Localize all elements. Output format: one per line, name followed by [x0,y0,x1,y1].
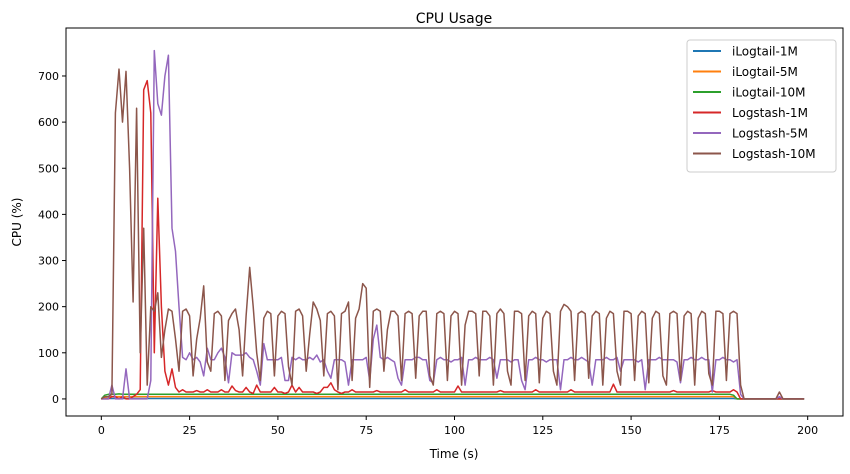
legend-label: Logstash-10M [732,147,816,161]
legend-label: iLogtail-5M [732,65,798,79]
y-tick-label: 500 [38,162,59,175]
y-tick-label: 0 [52,393,59,406]
x-tick-label: 150 [621,424,642,437]
x-tick-label: 75 [359,424,373,437]
x-tick-label: 25 [183,424,197,437]
x-axis: 0 25 50 75 100 125 150 175 200 [98,416,818,437]
y-tick-label: 400 [38,208,59,221]
x-tick-label: 50 [271,424,285,437]
y-axis: 0 100 200 300 400 500 600 700 [38,70,66,406]
x-tick-label: 200 [797,424,818,437]
legend-label: Logstash-1M [732,106,808,120]
legend-label: Logstash-5M [732,127,808,141]
y-tick-label: 100 [38,347,59,360]
y-tick-label: 300 [38,255,59,268]
legend-label: iLogtail-1M [732,45,798,59]
y-tick-label: 600 [38,116,59,129]
y-tick-label: 700 [38,70,59,83]
x-axis-label: Time (s) [429,447,479,461]
legend: iLogtail-1M iLogtail-5M iLogtail-10M Logsta… [687,40,836,172]
y-axis-label: CPU (%) [10,198,24,247]
y-tick-label: 200 [38,301,59,314]
x-tick-label: 0 [98,424,105,437]
x-tick-label: 100 [444,424,465,437]
x-tick-label: 125 [532,424,553,437]
legend-label: iLogtail-10M [732,86,805,100]
x-tick-label: 175 [709,424,730,437]
chart-title: CPU Usage [416,11,493,27]
